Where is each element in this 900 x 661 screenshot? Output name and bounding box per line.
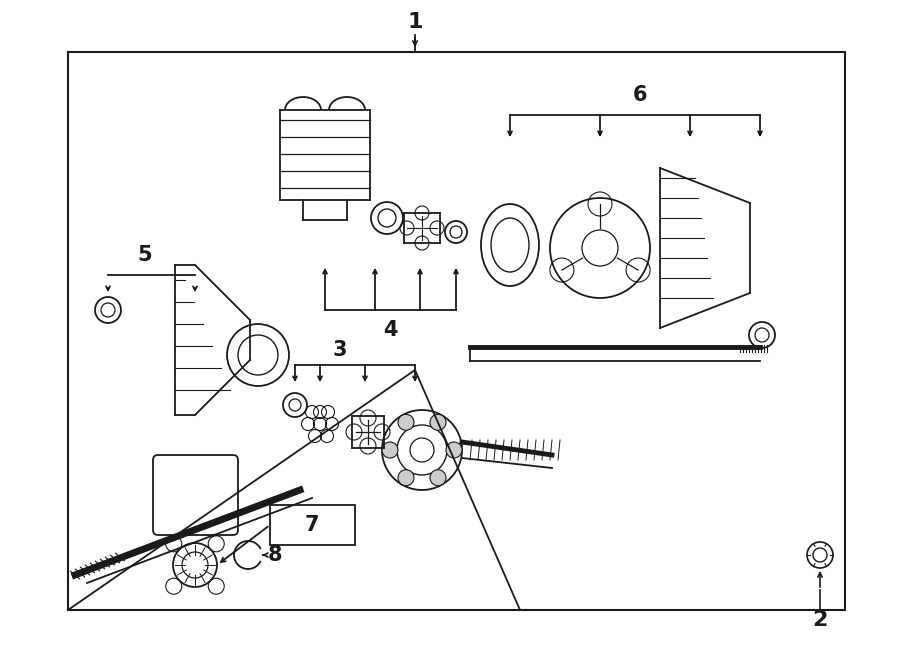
Circle shape (430, 414, 446, 430)
Circle shape (382, 442, 398, 458)
Bar (68, 52, 845, 610)
Text: 4: 4 (382, 320, 397, 340)
Text: 8: 8 (268, 545, 283, 565)
Circle shape (430, 470, 446, 486)
Text: 5: 5 (138, 245, 152, 265)
Text: 1: 1 (407, 12, 423, 32)
FancyBboxPatch shape (270, 505, 355, 545)
Text: 3: 3 (333, 340, 347, 360)
Text: 7: 7 (305, 515, 320, 535)
Text: 6: 6 (633, 85, 647, 105)
Circle shape (398, 470, 414, 486)
Text: 2: 2 (813, 610, 828, 630)
Circle shape (446, 442, 462, 458)
FancyBboxPatch shape (153, 455, 238, 535)
Circle shape (398, 414, 414, 430)
